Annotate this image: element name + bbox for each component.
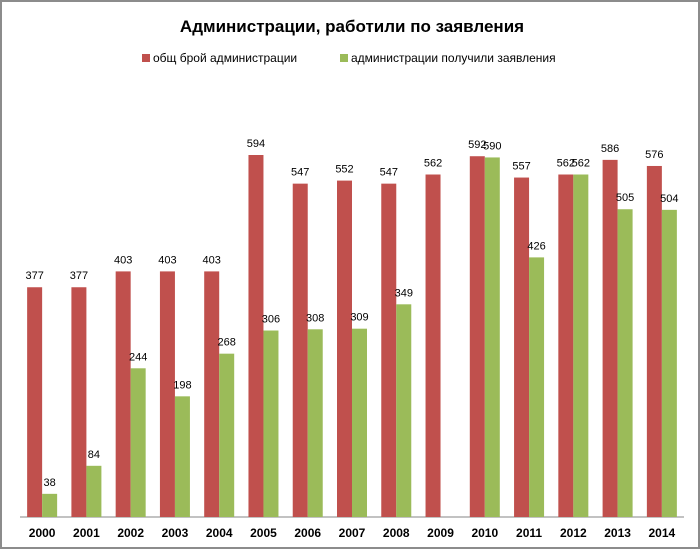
data-label-total-2012: 562 (557, 158, 575, 170)
legend-swatch-total (142, 54, 150, 62)
data-label-received-2005: 306 (262, 314, 280, 326)
bar-received-2002 (130, 368, 146, 517)
bar-received-2004 (219, 353, 235, 517)
chart-title: Администрации, работили по заявления (180, 17, 524, 36)
data-label-total-2004: 403 (203, 254, 221, 266)
legend: общ брой администрации администрации пол… (142, 51, 556, 65)
x-tick-2010: 2010 (471, 526, 498, 540)
data-label-received-2008: 349 (395, 287, 413, 299)
data-label-received-2001: 84 (88, 449, 100, 461)
x-tick-2009: 2009 (427, 526, 454, 540)
data-label-received-2007: 309 (350, 312, 368, 324)
data-label-received-2012: 562 (572, 158, 590, 170)
data-label-total-2013: 586 (601, 143, 619, 155)
bar-received-2014 (661, 209, 677, 517)
bar-received-2006 (307, 329, 323, 517)
legend-label-received: администрации получили заявления (351, 51, 556, 65)
bar-total-2013 (602, 159, 618, 517)
x-tick-2003: 2003 (162, 526, 189, 540)
data-label-total-2003: 403 (158, 254, 176, 266)
x-tick-2002: 2002 (117, 526, 144, 540)
bar-received-2013 (617, 209, 633, 517)
bar-received-2011 (529, 257, 545, 517)
bar-total-2009 (425, 174, 441, 517)
data-label-received-2011: 426 (527, 240, 545, 252)
bar-total-2008 (381, 183, 397, 517)
data-label-received-2002: 244 (129, 351, 147, 363)
bar-total-2007 (337, 180, 352, 518)
bar-received-2003 (174, 396, 190, 517)
bar-total-2000 (27, 287, 43, 517)
bar-total-2005 (248, 155, 264, 517)
bar-total-2002 (115, 271, 131, 517)
data-label-total-2005: 594 (247, 138, 265, 150)
bar-received-2007 (352, 328, 367, 517)
data-label-received-2004: 268 (218, 337, 236, 349)
bar-total-2014 (646, 165, 662, 517)
data-label-total-2006: 547 (291, 167, 309, 179)
data-label-total-2008: 547 (380, 167, 398, 179)
x-tick-2000: 2000 (29, 526, 56, 540)
x-tick-2005: 2005 (250, 526, 277, 540)
x-tick-2013: 2013 (604, 526, 631, 540)
bar-total-2012 (558, 174, 574, 517)
data-label-total-2000: 377 (25, 270, 43, 282)
legend-label-total: общ брой администрации (153, 51, 297, 65)
data-label-total-2001: 377 (70, 270, 88, 282)
x-tick-2014: 2014 (649, 526, 676, 540)
data-label-received-2000: 38 (44, 477, 56, 489)
legend-swatch-received (340, 54, 348, 62)
data-label-total-2014: 576 (645, 149, 663, 161)
x-tick-2012: 2012 (560, 526, 587, 540)
bar-total-2004 (204, 271, 220, 517)
bar-total-2003 (159, 271, 175, 517)
data-label-total-2002: 403 (114, 254, 132, 266)
data-label-total-2007: 552 (335, 164, 353, 176)
data-label-total-2009: 562 (424, 158, 442, 170)
x-tick-2006: 2006 (294, 526, 321, 540)
bar-received-2012 (573, 174, 589, 517)
x-tick-2008: 2008 (383, 526, 410, 540)
bar-total-2010 (469, 156, 485, 517)
bar-received-2008 (396, 304, 412, 517)
bar-total-2001 (71, 287, 87, 517)
x-tick-2004: 2004 (206, 526, 233, 540)
bar-received-2001 (86, 465, 102, 517)
bar-total-2011 (514, 177, 530, 517)
data-label-received-2010: 590 (483, 140, 501, 152)
data-label-received-2013: 505 (616, 192, 634, 204)
x-tick-2011: 2011 (516, 526, 542, 540)
data-label-total-2010: 592 (468, 139, 486, 151)
bar-total-2006 (292, 183, 308, 517)
x-tick-2001: 2001 (73, 526, 100, 540)
data-label-received-2006: 308 (306, 312, 324, 324)
x-tick-2007: 2007 (339, 526, 366, 540)
data-label-total-2011: 557 (512, 161, 530, 173)
data-label-received-2003: 198 (173, 379, 191, 391)
bar-received-2000 (42, 493, 58, 517)
bar-received-2005 (263, 330, 279, 517)
bar-received-2010 (484, 157, 500, 517)
data-label-received-2014: 504 (660, 193, 678, 205)
